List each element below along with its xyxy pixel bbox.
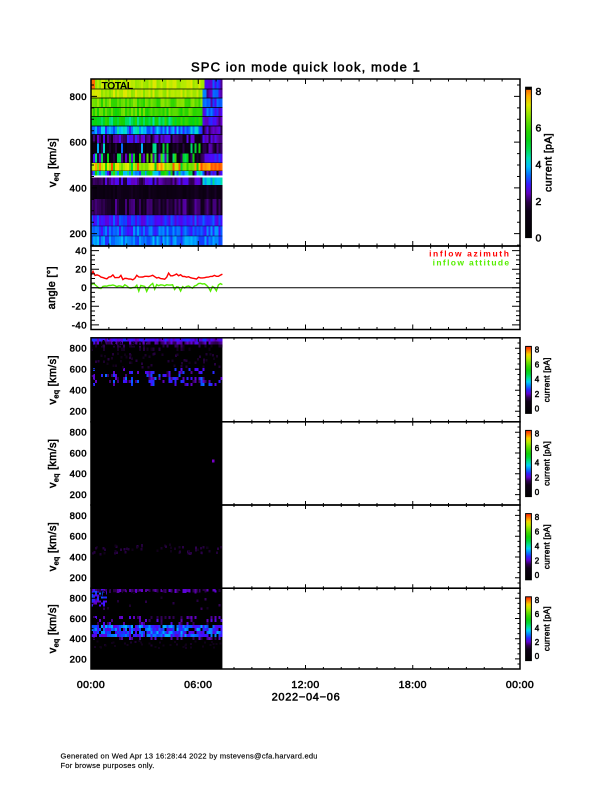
svg-text:4: 4 — [536, 159, 542, 171]
svg-text:-40: -40 — [72, 320, 87, 331]
svg-text:TOTAL: TOTAL — [102, 80, 134, 92]
svg-text:current [pA]: current [pA] — [543, 606, 552, 651]
svg-text:6: 6 — [535, 527, 540, 536]
svg-text:2022−04−06: 2022−04−06 — [272, 692, 341, 704]
svg-text:current [pA]: current [pA] — [543, 357, 552, 402]
svg-text:4: 4 — [535, 624, 540, 633]
svg-text:D sensor: D sensor — [101, 588, 150, 598]
svg-text:4: 4 — [535, 375, 540, 384]
svg-text:2: 2 — [535, 473, 540, 482]
svg-text:20: 20 — [75, 265, 87, 276]
svg-text:600: 600 — [70, 532, 87, 543]
svg-text:800: 800 — [70, 511, 87, 522]
svg-text:6: 6 — [536, 123, 542, 135]
svg-text:0: 0 — [535, 652, 540, 661]
svg-text:current [pA]: current [pA] — [543, 441, 552, 486]
svg-text:inflow azimuth: inflow azimuth — [429, 248, 510, 258]
svg-text:C sensor: C sensor — [101, 505, 150, 515]
svg-text:40: 40 — [75, 246, 87, 257]
svg-text:veq [km/s]: veq [km/s] — [47, 138, 60, 187]
svg-text:0: 0 — [535, 488, 540, 497]
svg-text:200: 200 — [70, 490, 87, 501]
svg-text:inflow attitude: inflow attitude — [433, 258, 511, 268]
svg-text:12:00: 12:00 — [291, 679, 319, 691]
svg-text:400: 400 — [70, 469, 87, 480]
svg-text:18:00: 18:00 — [399, 679, 427, 691]
svg-text:-20: -20 — [72, 302, 87, 313]
svg-text:0: 0 — [535, 571, 540, 580]
svg-text:6: 6 — [535, 444, 540, 453]
svg-text:06:00: 06:00 — [184, 679, 212, 691]
svg-text:800: 800 — [70, 428, 87, 439]
svg-text:0: 0 — [535, 405, 540, 414]
svg-text:B sensor: B sensor — [101, 422, 150, 432]
svg-text:8: 8 — [535, 430, 540, 439]
svg-text:8: 8 — [535, 596, 540, 605]
svg-text:200: 200 — [70, 573, 87, 584]
svg-text:A sensor: A sensor — [101, 338, 149, 348]
svg-text:00:00: 00:00 — [506, 679, 534, 691]
svg-text:200: 200 — [70, 654, 87, 665]
svg-text:SPC ion mode quick look, mode: SPC ion mode quick look, mode 1 — [191, 60, 421, 75]
svg-text:6: 6 — [535, 360, 540, 369]
svg-text:4: 4 — [535, 542, 540, 551]
svg-text:angle [°]: angle [°] — [46, 266, 58, 309]
svg-text:2: 2 — [535, 638, 540, 647]
svg-text:600: 600 — [70, 614, 87, 625]
svg-text:400: 400 — [70, 552, 87, 563]
svg-text:2: 2 — [536, 196, 542, 208]
svg-text:00:00: 00:00 — [77, 679, 105, 691]
svg-text:veq [km/s]: veq [km/s] — [47, 355, 60, 404]
svg-text:800: 800 — [70, 344, 87, 355]
svg-text:6: 6 — [535, 610, 540, 619]
svg-text:8: 8 — [536, 86, 542, 98]
svg-text:400: 400 — [70, 634, 87, 645]
svg-text:800: 800 — [70, 92, 87, 103]
svg-text:200: 200 — [70, 407, 87, 418]
svg-text:600: 600 — [70, 138, 87, 149]
svg-text:8: 8 — [535, 346, 540, 355]
svg-text:2: 2 — [535, 556, 540, 565]
svg-text:current [pA]: current [pA] — [543, 524, 552, 569]
svg-text:400: 400 — [70, 183, 87, 194]
svg-text:400: 400 — [70, 386, 87, 397]
svg-text:4: 4 — [535, 459, 540, 468]
svg-text:current [pA]: current [pA] — [543, 133, 555, 192]
svg-text:600: 600 — [70, 365, 87, 376]
svg-text:For browse purposes only.: For browse purposes only. — [61, 761, 155, 770]
svg-text:600: 600 — [70, 448, 87, 459]
svg-text:2: 2 — [535, 390, 540, 399]
svg-text:Generated on Wed Apr 13 16:28:: Generated on Wed Apr 13 16:28:44 2022 by… — [61, 752, 318, 761]
svg-text:200: 200 — [70, 229, 87, 240]
svg-text:800: 800 — [70, 594, 87, 605]
svg-text:8: 8 — [535, 513, 540, 522]
svg-text:0: 0 — [81, 283, 87, 294]
svg-text:0: 0 — [536, 232, 542, 244]
